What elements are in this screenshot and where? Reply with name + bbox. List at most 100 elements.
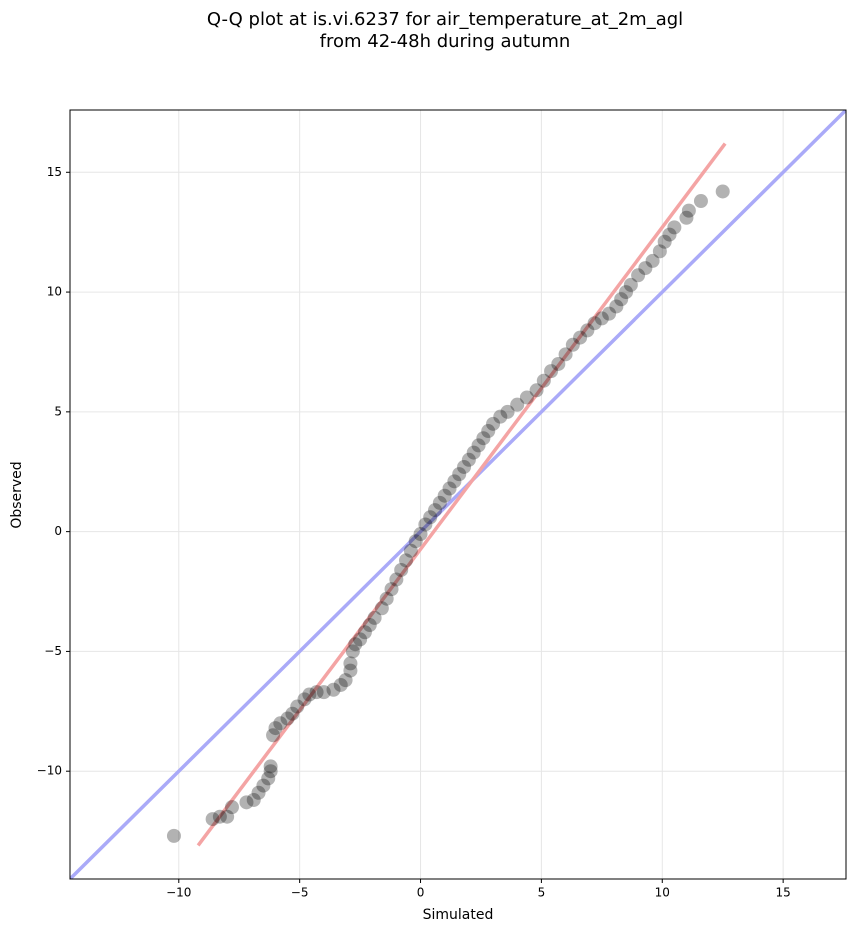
point <box>432 495 447 510</box>
point <box>333 677 348 692</box>
y-axis-label: Observed <box>9 461 25 528</box>
point <box>681 203 696 218</box>
point <box>357 625 372 640</box>
point <box>486 416 501 431</box>
point <box>302 687 317 702</box>
point <box>594 311 609 326</box>
point <box>256 778 271 793</box>
point <box>367 610 382 625</box>
point <box>348 637 363 652</box>
point <box>408 534 423 549</box>
point <box>413 527 428 542</box>
point <box>609 299 624 314</box>
point <box>399 553 414 568</box>
point <box>631 268 646 283</box>
y-tick-label: −10 <box>37 764 62 778</box>
point <box>212 809 227 824</box>
point <box>379 591 394 606</box>
point <box>662 227 677 242</box>
point <box>510 397 525 412</box>
point <box>536 373 551 388</box>
point <box>437 488 452 503</box>
y-tick-label: 15 <box>47 165 62 179</box>
point <box>442 481 457 496</box>
point <box>316 685 331 700</box>
x-tick-label: 0 <box>417 886 425 900</box>
point <box>565 337 580 352</box>
point <box>623 277 638 292</box>
point <box>481 424 496 439</box>
y-tick-label: 0 <box>54 524 62 538</box>
point <box>657 234 672 249</box>
point <box>466 445 481 460</box>
point <box>374 601 389 616</box>
point <box>326 682 341 697</box>
point <box>345 644 360 659</box>
point <box>224 800 239 815</box>
plot-area <box>70 110 846 879</box>
point <box>297 692 312 707</box>
point <box>246 792 261 807</box>
point <box>309 685 324 700</box>
point <box>266 728 281 743</box>
point <box>645 253 660 268</box>
point <box>220 809 235 824</box>
x-tick-label: −5 <box>291 886 309 900</box>
point <box>500 404 515 419</box>
point <box>573 330 588 345</box>
point <box>394 562 409 577</box>
point <box>338 673 353 688</box>
point <box>715 184 730 199</box>
point <box>544 364 559 379</box>
x-tick-label: −10 <box>166 886 191 900</box>
point <box>580 323 595 338</box>
point <box>693 194 708 209</box>
point <box>558 347 573 362</box>
point <box>273 716 288 731</box>
point <box>263 764 278 779</box>
point <box>251 785 266 800</box>
point <box>423 510 438 525</box>
point <box>652 244 667 259</box>
x-axis-label: Simulated <box>423 907 494 923</box>
point <box>614 292 629 307</box>
point <box>205 812 220 827</box>
point <box>493 409 508 424</box>
point <box>290 699 305 714</box>
point <box>428 503 443 518</box>
point <box>447 474 462 489</box>
point <box>461 452 476 467</box>
point <box>679 210 694 225</box>
point <box>551 356 566 371</box>
reference-line <box>70 110 846 879</box>
point <box>280 711 295 726</box>
x-tick-label: 15 <box>776 886 791 900</box>
point <box>263 759 278 774</box>
point <box>519 390 534 405</box>
point <box>403 543 418 558</box>
point <box>343 663 358 678</box>
point <box>239 795 254 810</box>
point <box>384 582 399 597</box>
point <box>418 517 433 532</box>
point <box>261 771 276 786</box>
point <box>529 383 544 398</box>
point <box>587 316 602 331</box>
point <box>602 306 617 321</box>
x-tick-label: 10 <box>655 886 670 900</box>
chart-title: Q-Q plot at is.vi.6237 for air_temperatu… <box>207 9 683 30</box>
point <box>268 721 283 736</box>
point <box>471 438 486 453</box>
point <box>667 220 682 235</box>
plot-frame <box>69 109 847 880</box>
point <box>166 828 181 843</box>
point <box>285 706 300 721</box>
y-tick-label: 5 <box>54 404 62 418</box>
chart-subtitle: from 42-48h during autumn <box>320 31 571 52</box>
reference-line <box>196 142 727 847</box>
point <box>389 572 404 587</box>
point <box>638 261 653 276</box>
point <box>619 285 634 300</box>
point <box>452 467 467 482</box>
